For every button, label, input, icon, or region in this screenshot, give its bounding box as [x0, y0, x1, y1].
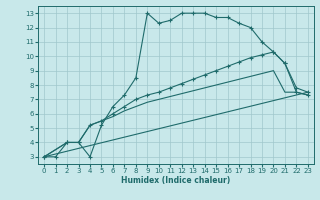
X-axis label: Humidex (Indice chaleur): Humidex (Indice chaleur): [121, 176, 231, 185]
